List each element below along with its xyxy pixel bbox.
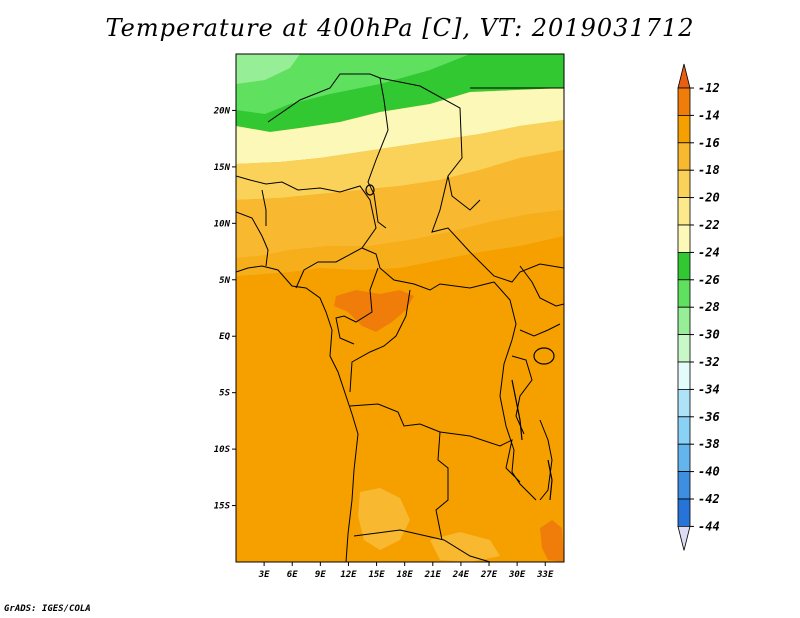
colorbar-segment bbox=[677, 197, 691, 226]
colorbar-segment bbox=[677, 115, 691, 144]
colorbar-segment bbox=[677, 169, 691, 198]
colorbar-label: -44 bbox=[698, 519, 720, 533]
chart-title: Temperature at 400hPa [C], VT: 201903171… bbox=[105, 14, 695, 42]
colorbar-segment bbox=[677, 142, 691, 171]
x-axis: 3E 6E 9E 12E 15E 18E 21E 24E 27E 30E 33E bbox=[258, 562, 554, 580]
x-tick-label: 3E bbox=[258, 570, 270, 580]
border-east-1 bbox=[519, 265, 564, 307]
border-car-drc bbox=[335, 267, 379, 345]
colorbar-label: -16 bbox=[698, 136, 720, 150]
x-tick-label: 12E bbox=[340, 570, 357, 580]
band-minus-20 bbox=[236, 120, 564, 200]
border-congo bbox=[349, 289, 411, 393]
y-tick-label: 5N bbox=[219, 276, 230, 286]
colorbar-segment bbox=[677, 361, 691, 390]
border-chad-sudan bbox=[431, 175, 564, 283]
band-minus-18 bbox=[236, 150, 564, 258]
colorbar-segment bbox=[677, 498, 691, 527]
y-tick-label: 15N bbox=[214, 163, 231, 173]
lake-malawi bbox=[547, 459, 553, 501]
patch-minus-16s bbox=[358, 488, 410, 550]
x-tick-label: 18E bbox=[397, 570, 414, 580]
colorbar-label: -32 bbox=[698, 355, 720, 369]
border-west-1 bbox=[236, 211, 269, 267]
x-tick-label: 15E bbox=[368, 570, 385, 580]
colorbar-bottom-arrow bbox=[677, 526, 691, 551]
colorbar-label: -28 bbox=[698, 300, 720, 314]
y-tick-label: EQ bbox=[219, 332, 230, 342]
x-tick-label: 6E bbox=[287, 570, 298, 580]
x-tick-label: 24E bbox=[452, 570, 470, 580]
coastline bbox=[236, 265, 359, 562]
colorbar-segment bbox=[677, 443, 691, 473]
x-tick-label: 33E bbox=[536, 570, 554, 580]
band-minus-28 bbox=[236, 54, 300, 84]
colorbar-label: -38 bbox=[698, 437, 720, 451]
patch-minus-16se bbox=[430, 532, 500, 562]
colorbar-segment bbox=[677, 471, 691, 500]
border-lake-1 bbox=[511, 355, 533, 435]
border-east-2 bbox=[519, 323, 561, 337]
colorbar-top-arrow bbox=[677, 63, 691, 89]
colorbar-label: -42 bbox=[698, 492, 720, 506]
colorbar-segment bbox=[677, 388, 691, 418]
y-tick-label: 5S bbox=[219, 389, 230, 399]
x-tick-label: 9E bbox=[315, 570, 326, 580]
x-tick-label: 27E bbox=[480, 570, 498, 580]
colorbar-segment bbox=[677, 87, 691, 116]
colorbar-label: -30 bbox=[698, 328, 720, 342]
colorbar: -12 -14 -16 -18 -20 -22 -24 -26 -28 -30 -32 -34 -36 -… bbox=[677, 63, 720, 551]
colorbar-segment bbox=[677, 279, 691, 308]
border-south bbox=[353, 529, 491, 562]
colorbar-label: -18 bbox=[698, 163, 720, 177]
patch-minus-14b bbox=[540, 520, 564, 562]
y-tick-label: 20N bbox=[213, 106, 231, 116]
border-cameroon bbox=[361, 247, 495, 291]
lake-chad bbox=[365, 184, 375, 196]
colorbar-segment bbox=[677, 334, 691, 363]
colorbar-label: -40 bbox=[698, 465, 720, 479]
colorbar-label: -34 bbox=[698, 382, 720, 396]
border-north-2 bbox=[367, 77, 389, 229]
lake-victoria bbox=[533, 347, 555, 365]
border-north-1 bbox=[267, 73, 481, 211]
band-minus-22 bbox=[236, 88, 564, 164]
grads-credit: GrADS: IGES/COLA bbox=[4, 604, 91, 614]
colorbar-label: -36 bbox=[698, 410, 720, 424]
colorbar-label: -26 bbox=[698, 273, 720, 287]
colorbar-label: -22 bbox=[698, 218, 720, 232]
colorbar-segment bbox=[677, 251, 691, 281]
lake-tanganyika bbox=[511, 379, 523, 441]
y-tick-label: 10N bbox=[214, 219, 231, 229]
band-minus-16 bbox=[236, 210, 564, 276]
colorbar-label: -24 bbox=[698, 245, 720, 259]
border-lake-2 bbox=[539, 419, 553, 501]
colorbar-label: -20 bbox=[698, 191, 720, 205]
x-tick-label: 21E bbox=[424, 570, 442, 580]
colorbar-segment bbox=[677, 416, 691, 445]
border-nigeria bbox=[236, 175, 377, 289]
y-tick-label: 15S bbox=[214, 502, 231, 512]
colorbar-segment bbox=[677, 306, 691, 336]
colorbar-label: -14 bbox=[698, 108, 720, 122]
plot-frame bbox=[235, 53, 565, 563]
patch-minus-14 bbox=[334, 290, 414, 332]
border-west-2 bbox=[261, 189, 267, 226]
border-zambia bbox=[439, 431, 521, 483]
x-tick-label: 30E bbox=[508, 570, 526, 580]
y-tick-label: 10S bbox=[214, 445, 231, 455]
band-minus-26 bbox=[236, 54, 470, 114]
colorbar-label: -12 bbox=[698, 81, 720, 95]
y-axis: 20N 15N 10N 5N EQ 5S 10S 15S bbox=[213, 106, 236, 512]
colorbar-segment bbox=[677, 224, 691, 253]
